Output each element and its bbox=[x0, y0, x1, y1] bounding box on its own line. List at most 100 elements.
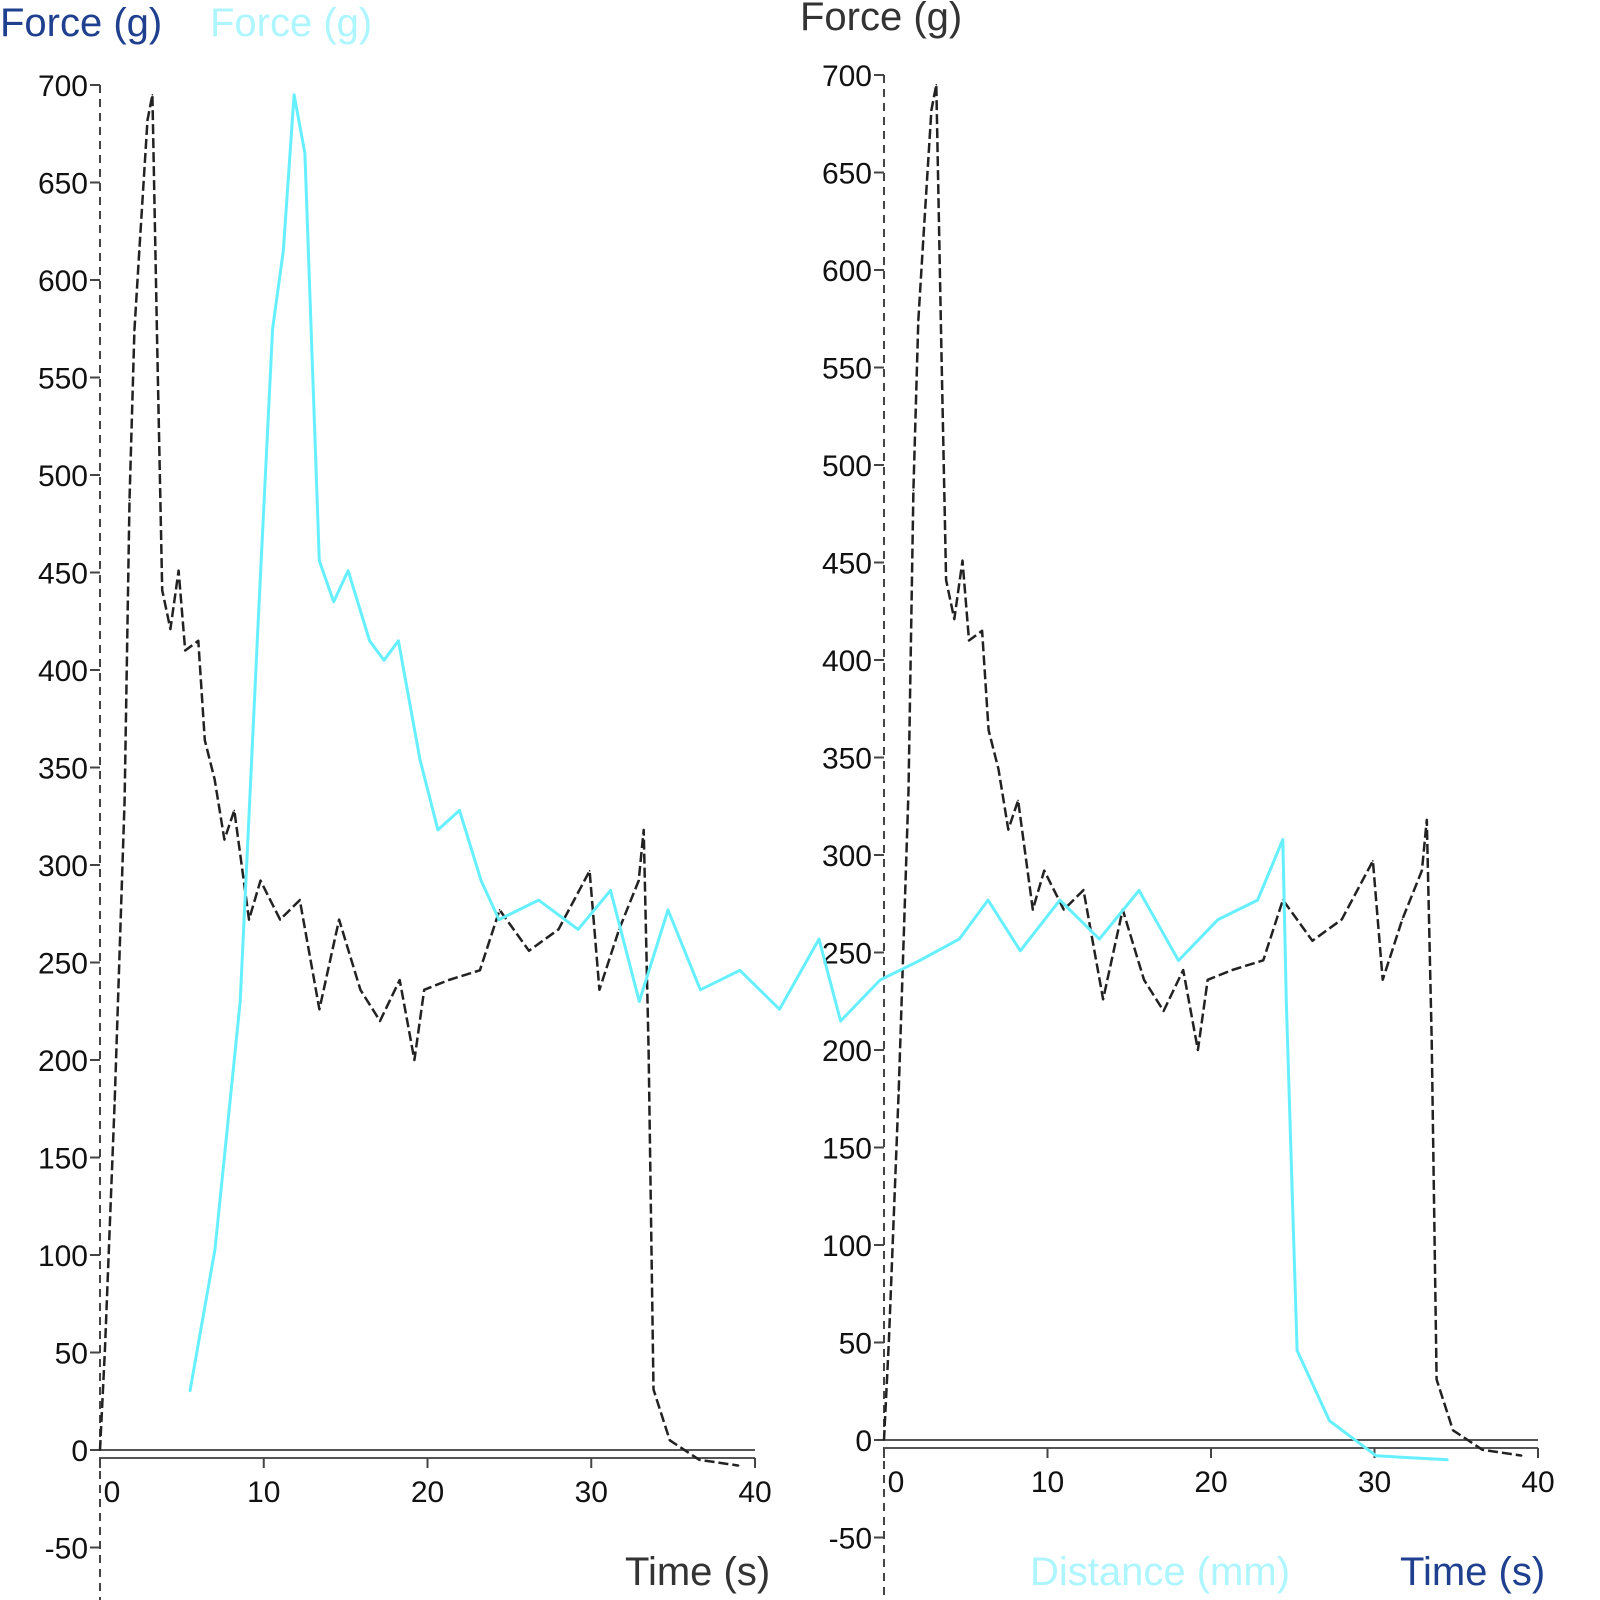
x-tick-label: 10 bbox=[1031, 1466, 1064, 1499]
left-data-point bbox=[447, 979, 450, 981]
overlay-data-point bbox=[1281, 838, 1284, 841]
overlay-data-point bbox=[1447, 1458, 1449, 1461]
left-data-point bbox=[318, 1008, 321, 1011]
right-data-point bbox=[1372, 860, 1374, 862]
right-data-point bbox=[1007, 828, 1010, 831]
overlay-panel bbox=[188, 93, 1449, 1462]
left-data-point bbox=[204, 739, 206, 741]
y-tick-label: 300 bbox=[38, 850, 88, 883]
left-data-point bbox=[359, 989, 362, 991]
left-data-point bbox=[423, 989, 426, 991]
x-tick-label: 40 bbox=[738, 1476, 771, 1509]
left-data-point bbox=[637, 879, 640, 882]
overlay-data-point bbox=[368, 639, 371, 642]
right-data-point bbox=[981, 629, 983, 632]
left-data-point bbox=[528, 950, 530, 952]
y-tick-label: 50 bbox=[839, 1328, 872, 1361]
y-tick-label: 200 bbox=[822, 1035, 872, 1068]
left-data-point bbox=[379, 1020, 381, 1022]
left-data-point bbox=[133, 329, 136, 332]
overlay-data-point bbox=[918, 959, 921, 962]
left-data-point bbox=[598, 989, 601, 991]
left-panel: 7006506005505004504003503002502001501005… bbox=[38, 70, 772, 1600]
left-data-point bbox=[156, 349, 159, 352]
left-data-point bbox=[652, 1388, 655, 1391]
overlay-data-point bbox=[239, 1000, 242, 1003]
overlay-data-point bbox=[1019, 950, 1022, 952]
left-data-point bbox=[479, 969, 481, 972]
overlay-series-line bbox=[188, 93, 1449, 1462]
right-data-point bbox=[912, 489, 915, 492]
y-tick-label: 700 bbox=[822, 60, 872, 93]
right-data-point bbox=[922, 239, 925, 242]
y-tick-label: 600 bbox=[822, 255, 872, 288]
y-tick-label: 100 bbox=[822, 1230, 872, 1263]
y-tick-label: 0 bbox=[71, 1435, 88, 1468]
x-tick-label: 30 bbox=[1358, 1466, 1391, 1499]
y-tick-label: 650 bbox=[822, 158, 872, 191]
y-tick-label: 150 bbox=[822, 1133, 872, 1166]
overlay-data-point bbox=[480, 879, 482, 882]
right-data-point bbox=[1082, 889, 1085, 891]
y-tick-label: 450 bbox=[822, 548, 872, 581]
right-panel: 7006506005505004504003503002502001501005… bbox=[822, 60, 1555, 1600]
right-data-point bbox=[1043, 869, 1046, 872]
overlay-y-axis-label: Force (g) bbox=[210, 1, 372, 45]
right-data-point bbox=[1102, 998, 1104, 1001]
overlay-data-point bbox=[537, 899, 540, 901]
left-data-point bbox=[169, 628, 172, 630]
x-tick-label: 20 bbox=[1194, 1466, 1227, 1499]
overlay-data-point bbox=[638, 1000, 641, 1003]
y-tick-label: 600 bbox=[38, 265, 88, 298]
right-data-point bbox=[1063, 908, 1065, 911]
left-data-point bbox=[138, 249, 141, 252]
overlay-data-point bbox=[1375, 1455, 1378, 1457]
left-data-point bbox=[161, 589, 164, 591]
left-data-point bbox=[128, 499, 131, 502]
overlay-data-point bbox=[318, 560, 321, 562]
y-tick-label: 550 bbox=[38, 363, 88, 396]
right-data-point bbox=[945, 579, 947, 581]
left-data-point bbox=[197, 639, 200, 642]
overlay-data-point bbox=[1296, 1349, 1298, 1352]
left-data-point bbox=[146, 119, 149, 121]
y-tick-label: 650 bbox=[38, 168, 88, 201]
right-data-point bbox=[953, 618, 956, 620]
overlay-data-point bbox=[577, 928, 579, 931]
right-data-point bbox=[1381, 979, 1384, 981]
y-tick-label: -50 bbox=[829, 1523, 872, 1556]
y-tick-label: 0 bbox=[855, 1425, 872, 1458]
y-tick-label: 450 bbox=[38, 558, 88, 591]
overlay-data-point bbox=[189, 1390, 191, 1393]
overlay-data-point bbox=[1328, 1419, 1331, 1422]
left-data-point bbox=[259, 879, 262, 882]
right-data-point bbox=[930, 109, 933, 111]
overlay-data-point bbox=[304, 152, 306, 155]
overlay-data-point bbox=[1138, 889, 1140, 892]
right-y-axis-label: Force (g) bbox=[800, 0, 962, 39]
overlay-data-point bbox=[214, 1248, 216, 1250]
right-data-point bbox=[1182, 969, 1185, 971]
y-tick-label: 350 bbox=[822, 743, 872, 776]
x-tick-label: 0 bbox=[104, 1476, 121, 1509]
overlay-data-point bbox=[1098, 938, 1101, 940]
x-tick-label: 10 bbox=[247, 1476, 280, 1509]
y-tick-label: 700 bbox=[38, 70, 88, 103]
y-tick-label: 100 bbox=[38, 1240, 88, 1273]
overlay-data-point bbox=[397, 639, 400, 642]
right-data-point bbox=[1401, 918, 1404, 921]
left-data-point bbox=[223, 838, 226, 841]
right-data-point bbox=[1435, 1378, 1438, 1381]
overlay-data-point bbox=[609, 889, 612, 892]
overlay-data-point bbox=[419, 758, 421, 761]
left-data-point bbox=[151, 93, 154, 96]
overlay-data-point bbox=[458, 809, 461, 812]
left-x-axis-label: Time (s) bbox=[625, 1550, 770, 1594]
left-data-point bbox=[498, 909, 501, 911]
left-data-point bbox=[737, 1464, 740, 1467]
left-data-point bbox=[647, 1049, 650, 1052]
right-data-point bbox=[1162, 1010, 1165, 1012]
right-data-point bbox=[987, 729, 990, 731]
x-tick-label: 0 bbox=[888, 1466, 905, 1499]
